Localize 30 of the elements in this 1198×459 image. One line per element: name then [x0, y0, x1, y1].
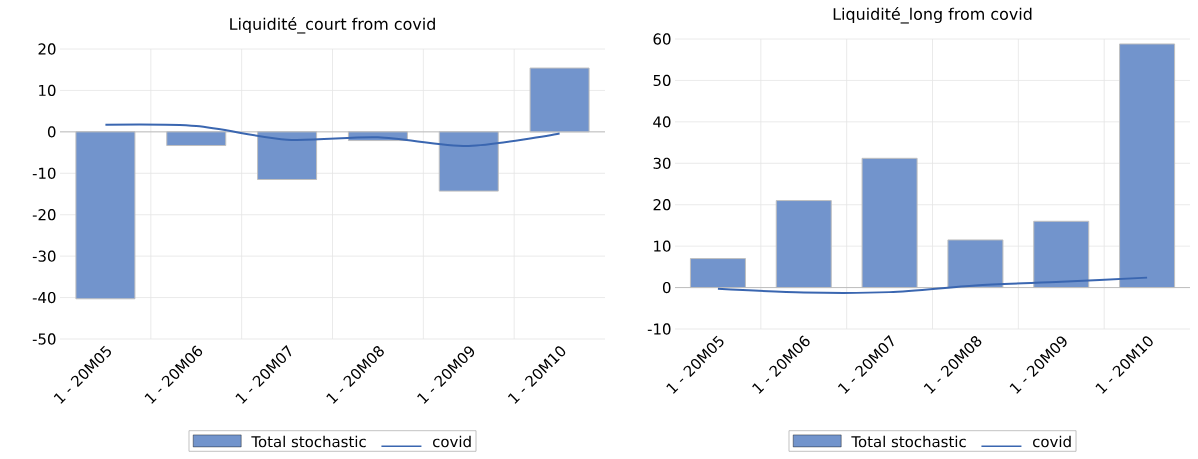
bar: [689, 258, 746, 289]
bar: [1119, 43, 1176, 289]
y-tick-label: 30: [653, 157, 671, 169]
bar: [947, 239, 1004, 289]
y-tick-label: 10: [39, 84, 56, 97]
y-tick-label: 0: [47, 126, 56, 138]
y-tick-label: 0: [662, 281, 671, 294]
bar: [861, 157, 918, 289]
legend-label: covid: [1033, 435, 1071, 448]
legend-label: Total stochastic: [851, 435, 966, 448]
y-tick-label: -50: [32, 333, 56, 345]
line-series: [716, 276, 1149, 294]
y-tick-label: -30: [32, 250, 56, 262]
y-tick-label: -10: [647, 323, 671, 335]
y-tick-label: 60: [653, 33, 671, 45]
y-tick-label: -20: [32, 209, 56, 221]
chart-title: Liquidité_court from covid: [230, 17, 435, 34]
y-tick-label: 20: [38, 43, 56, 55]
legend-label: Total stochastic: [251, 435, 366, 448]
legend-label: covid: [433, 435, 471, 448]
y-tick-label: 40: [653, 116, 671, 128]
line-series: [104, 123, 561, 147]
y-tick-label: 20: [653, 199, 671, 211]
y-tick-label: -10: [32, 167, 56, 179]
y-tick-label: -40: [32, 291, 56, 304]
y-tick-label: 50: [653, 74, 671, 87]
chart-title: Liquidité_long from covid: [833, 7, 1032, 24]
y-tick-label: 10: [654, 240, 671, 252]
bar: [1033, 220, 1090, 289]
bar: [775, 200, 832, 289]
